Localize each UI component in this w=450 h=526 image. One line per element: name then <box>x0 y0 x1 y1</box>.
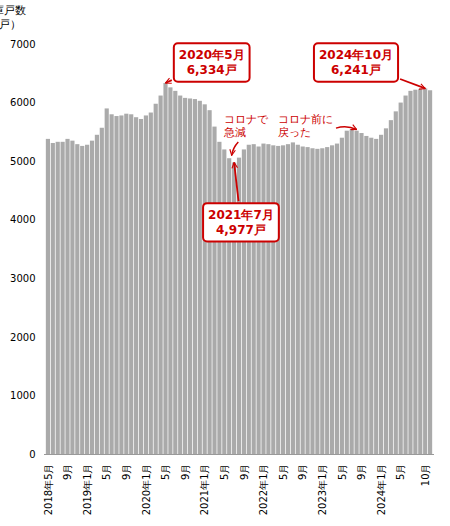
svg-text:9月: 9月 <box>121 464 132 480</box>
svg-text:1000: 1000 <box>10 390 35 401</box>
svg-text:5月: 5月 <box>278 464 289 480</box>
svg-text:9月: 9月 <box>62 464 73 480</box>
svg-text:5月: 5月 <box>395 464 406 480</box>
svg-text:2018年5月: 2018年5月 <box>43 464 54 516</box>
svg-text:2024年1月: 2024年1月 <box>376 464 387 516</box>
svg-text:2020年5月6,334戸: 2020年5月6,334戸 <box>179 48 245 76</box>
svg-text:2021年7月4,977戸: 2021年7月4,977戸 <box>208 208 274 236</box>
svg-text:5000: 5000 <box>10 156 35 167</box>
svg-text:5月: 5月 <box>101 464 112 480</box>
svg-text:0: 0 <box>29 449 35 460</box>
svg-text:2000: 2000 <box>10 332 35 343</box>
svg-text:2020年1月: 2020年1月 <box>141 464 152 516</box>
svg-text:2022年1月: 2022年1月 <box>258 464 269 516</box>
svg-text:2021年1月: 2021年1月 <box>199 464 210 516</box>
svg-text:5月: 5月 <box>160 464 171 480</box>
svg-text:コロナで急減: コロナで急減 <box>223 113 269 139</box>
svg-text:2023年1月: 2023年1月 <box>317 464 328 516</box>
svg-text:10月: 10月 <box>420 464 431 487</box>
svg-text:4000: 4000 <box>10 214 35 225</box>
svg-text:3000: 3000 <box>10 273 35 284</box>
svg-text:在庫戸数（戸）: 在庫戸数（戸） <box>0 4 26 31</box>
svg-text:7000: 7000 <box>10 39 35 50</box>
svg-text:9月: 9月 <box>297 464 308 480</box>
svg-text:9月: 9月 <box>356 464 367 480</box>
svg-text:2019年1月: 2019年1月 <box>82 464 93 516</box>
svg-text:9月: 9月 <box>239 464 250 480</box>
svg-text:5月: 5月 <box>219 464 230 480</box>
svg-text:5月: 5月 <box>337 464 348 480</box>
svg-text:2024年10月6,241戸: 2024年10月6,241戸 <box>319 48 393 76</box>
svg-text:9月: 9月 <box>180 464 191 480</box>
svg-text:コロナ前に戻った: コロナ前に戻った <box>278 113 333 139</box>
svg-text:6000: 6000 <box>10 97 35 108</box>
